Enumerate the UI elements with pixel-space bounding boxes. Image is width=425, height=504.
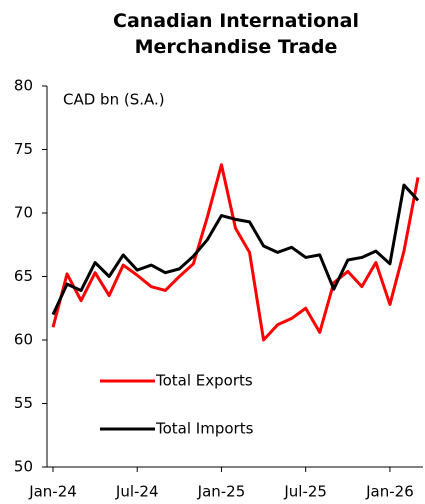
y-tick-label: 50 xyxy=(14,458,33,476)
y-tick-label: 65 xyxy=(14,267,33,285)
y-tick-label: 70 xyxy=(14,204,33,222)
x-tick-label: Jan-25 xyxy=(197,483,246,501)
y-tick-label: 60 xyxy=(14,331,33,349)
x-tick-label: Jul-25 xyxy=(283,483,327,501)
line-series xyxy=(51,183,420,316)
legend-label: Total Exports xyxy=(155,372,253,390)
chart-title: Canadian International Merchandise Trade xyxy=(113,10,359,58)
legend-label: Total Imports xyxy=(155,420,254,438)
y-tick-label: 80 xyxy=(14,77,33,95)
y-tick-label: 55 xyxy=(14,394,33,412)
x-tick-label: Jul-24 xyxy=(115,483,159,501)
x-tick-label: Jan-24 xyxy=(28,483,77,501)
line-series xyxy=(51,163,420,342)
x-tick-label: Jan-26 xyxy=(365,483,414,501)
annotation: CAD bn (S.A.) xyxy=(63,91,165,109)
y-tick-label: 75 xyxy=(14,140,33,158)
